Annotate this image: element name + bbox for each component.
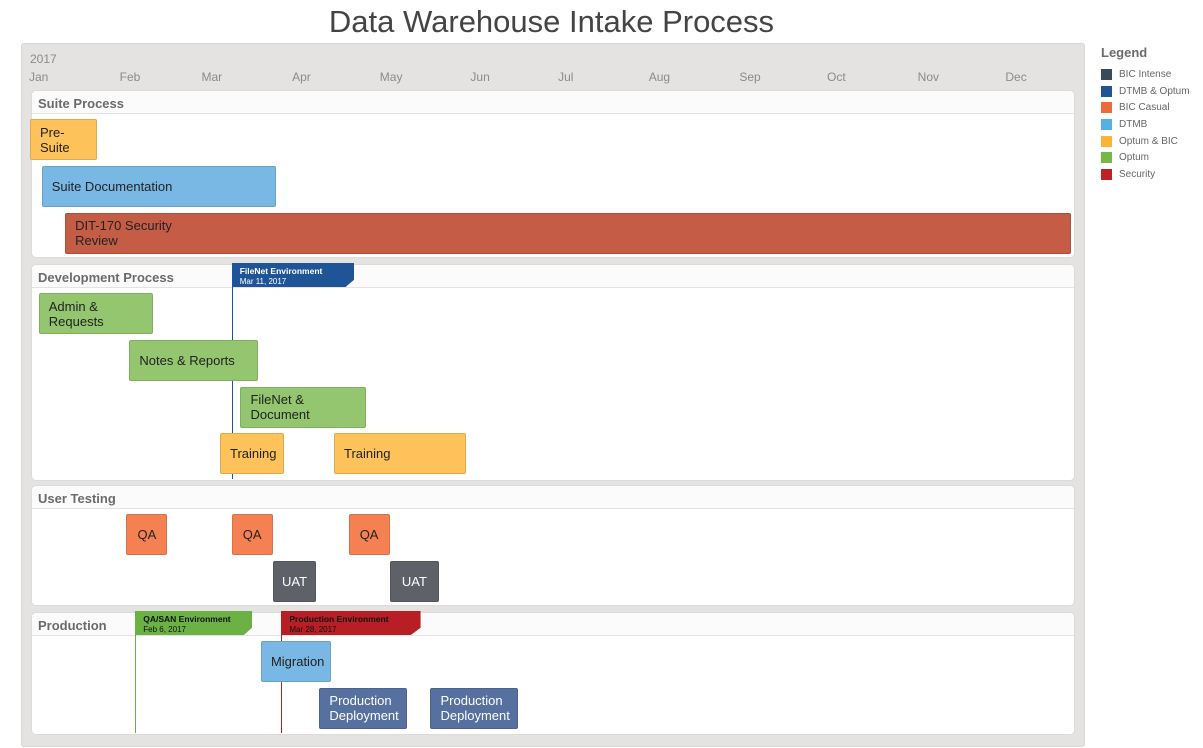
milestone-name: Production Environment (289, 614, 389, 624)
task-bar-admin-requests[interactable]: Admin & Requests (38, 293, 153, 334)
month-label-dec: Dec (1005, 70, 1027, 84)
task-bar-dit-170-security-review[interactable]: DIT-170 Security Review (65, 212, 1071, 254)
legend-item-bic-casual: BIC Casual (1101, 99, 1190, 116)
task-bar-qa[interactable]: QA (348, 514, 390, 555)
legend-label: Optum & BIC (1119, 135, 1178, 147)
timeline-year: 2017 (30, 52, 57, 66)
legend-swatch (1101, 135, 1112, 147)
legend-item-security: Security (1101, 166, 1190, 183)
milestone-date: Mar 28, 2017 (289, 625, 337, 634)
task-bar-suite-documentation[interactable]: Suite Documentation (41, 165, 276, 207)
section-title: Suite Process (38, 96, 124, 111)
legend-item-optum-bic: Optum & BIC (1101, 133, 1190, 150)
month-label-feb: Feb (119, 70, 141, 84)
task-bar-migration[interactable]: Migration (260, 641, 332, 682)
legend-swatch (1101, 168, 1112, 180)
section-title: Production (38, 618, 107, 633)
task-bar-notes-reports[interactable]: Notes & Reports (129, 339, 259, 381)
chart-title: Data Warehouse Intake Process (328, 4, 775, 39)
milestone-date: Feb 6, 2017 (143, 625, 186, 634)
month-label-oct: Oct (827, 70, 846, 84)
month-label-aug: Aug (648, 70, 671, 84)
legend-items: BIC Intense DTMB & Optum BIC Casual DTMB Opt… (1101, 66, 1190, 183)
milestone-flag-filenet-environment[interactable]: FileNet Environment Mar 11, 2017 (231, 263, 355, 287)
legend-swatch (1101, 68, 1112, 80)
legend-item-dtmb-optum: DTMB & Optum (1101, 83, 1190, 100)
section-header: Development Process (32, 265, 1074, 288)
milestone-flag-production-environment[interactable]: Production Environment Mar 28, 2017 (281, 611, 421, 635)
legend-label: Security (1119, 168, 1156, 180)
task-bar-uat[interactable]: UAT (272, 560, 317, 602)
legend-item-bic-intense: BIC Intense (1101, 66, 1190, 83)
legend: Legend BIC Intense DTMB & Optum BIC Casual… (1101, 45, 1190, 183)
legend-swatch (1101, 152, 1112, 164)
month-label-jun: Jun (470, 70, 490, 84)
month-label-jan: Jan (29, 70, 49, 84)
task-bar-uat[interactable]: UAT (389, 560, 440, 602)
task-bar-qa[interactable]: QA (126, 514, 168, 555)
legend-label: DTMB & Optum (1119, 85, 1190, 97)
task-bar-qa[interactable]: QA (231, 514, 273, 555)
month-label-nov: Nov (917, 70, 940, 84)
task-bar-training[interactable]: Training (334, 433, 466, 475)
section-title: Development Process (38, 270, 174, 285)
month-label-jul: Jul (558, 70, 574, 84)
month-label-apr: Apr (292, 70, 311, 84)
legend-label: DTMB (1119, 118, 1148, 130)
milestone-line-qa-san-environment (135, 611, 137, 733)
section-title: User Testing (38, 491, 116, 506)
legend-swatch (1101, 118, 1112, 130)
month-label-may: May (379, 70, 403, 84)
legend-swatch (1101, 85, 1112, 97)
milestone-name: QA/SAN Environment (143, 614, 231, 624)
milestone-flag-qa-san-environment[interactable]: QA/SAN Environment Feb 6, 2017 (135, 611, 253, 635)
legend-swatch (1101, 102, 1112, 114)
legend-item-optum: Optum (1101, 149, 1190, 166)
legend-label: BIC Casual (1119, 102, 1170, 114)
section-user-testing: User Testing (31, 485, 1075, 606)
task-bar-filenet-document[interactable]: FileNet & Document (240, 386, 367, 428)
legend-label: BIC Intense (1119, 68, 1172, 80)
task-bar-production-deployment[interactable]: Production Deployment (319, 687, 408, 729)
section-header: User Testing (32, 486, 1074, 509)
task-bar-training[interactable]: Training (220, 433, 285, 475)
legend-item-dtmb: DTMB (1101, 116, 1190, 133)
legend-title: Legend (1101, 45, 1148, 60)
milestone-date: Mar 11, 2017 (239, 277, 287, 286)
section-header: Suite Process (32, 91, 1074, 114)
task-bar-production-deployment[interactable]: Production Deployment (430, 687, 519, 729)
legend-label: Optum (1119, 152, 1150, 164)
month-label-sep: Sep (739, 70, 761, 84)
month-label-mar: Mar (201, 70, 223, 84)
task-bar-pre-suite[interactable]: Pre- Suite (30, 119, 98, 160)
milestone-name: FileNet Environment (239, 266, 323, 276)
